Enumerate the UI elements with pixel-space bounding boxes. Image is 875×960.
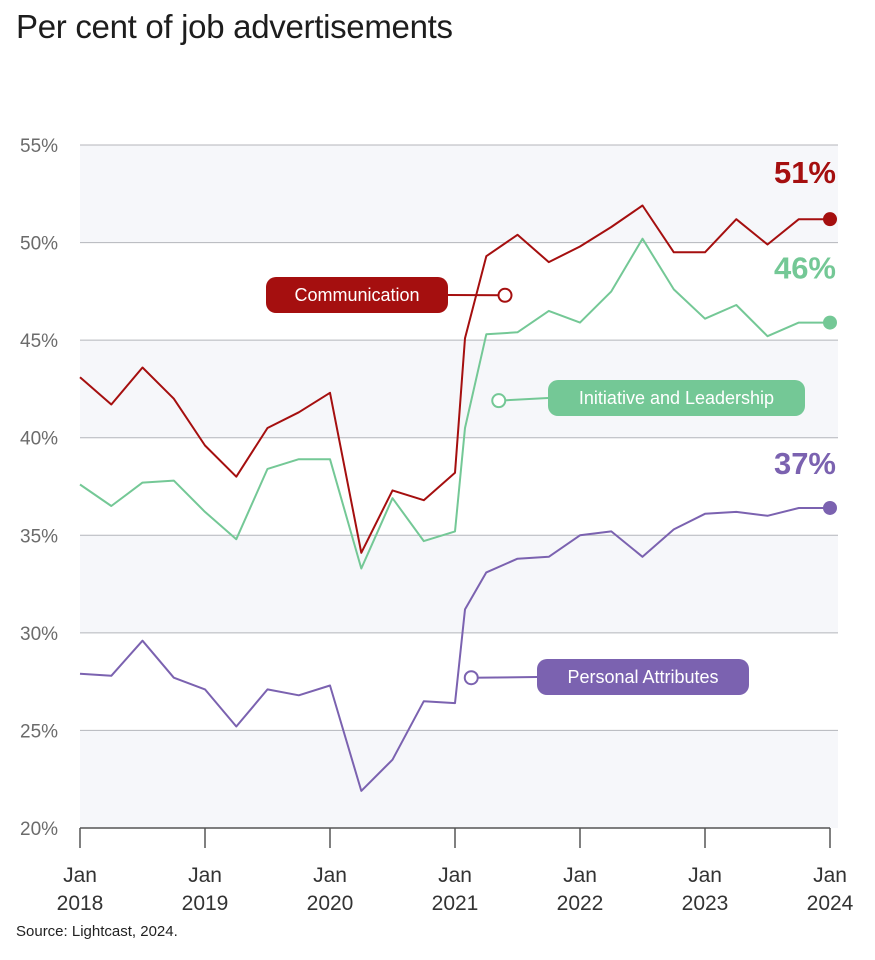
x-tick-year: 2019 — [182, 892, 229, 915]
callout-marker-communication — [497, 287, 513, 303]
y-tick-label: 50% — [20, 234, 58, 255]
series-line-initiative-and-leadership — [79, 237, 830, 570]
y-tick-label: 30% — [20, 624, 58, 645]
series-line-personal-attributes — [79, 507, 830, 792]
x-tick-year: 2020 — [307, 892, 354, 915]
end-point-personal-attributes — [823, 500, 837, 515]
band — [80, 145, 838, 243]
band — [80, 730, 838, 828]
y-tick-label: 45% — [20, 331, 58, 352]
end-labels: 51% 46% 37% — [774, 155, 836, 481]
callout-marker-personal-attributes — [463, 670, 479, 686]
x-axis: Jan 2018 Jan 2019 Jan 2020 Jan 2021 Jan 2022 Jan 20… — [57, 827, 854, 915]
x-tick-year: 2021 — [432, 892, 479, 915]
end-label-personal-attributes: 37% — [774, 446, 836, 481]
x-tick-year: 2022 — [557, 892, 604, 915]
end-label-communication: 51% — [774, 155, 836, 190]
x-tick-month: Jan — [438, 864, 472, 887]
x-tick-month: Jan — [563, 864, 597, 887]
x-tick-month: Jan — [688, 864, 722, 887]
x-tick-year: 2018 — [57, 892, 104, 915]
x-tick-month: Jan — [813, 864, 847, 887]
series-label-initiative-and-leadership: Initiative and Leadership — [579, 388, 774, 408]
y-tick-label: 20% — [20, 819, 58, 840]
callout-pill-personal-attributes — [537, 659, 749, 695]
callout-line-personal-attributes — [471, 676, 538, 679]
end-label-initiative-and-leadership: 46% — [774, 251, 836, 286]
x-tick-year: 2024 — [807, 892, 854, 915]
end-point-communication — [823, 212, 837, 227]
y-axis-ticks: 20% 25% 30% 35% 40% 45% 50% 55% — [20, 136, 58, 840]
series-callouts: Communication Initiative and Leadership Pe… — [266, 277, 805, 695]
x-tick-year: 2023 — [682, 892, 729, 915]
y-tick-label: 35% — [20, 526, 58, 547]
x-tick-month: Jan — [188, 864, 222, 887]
background-bands — [80, 145, 838, 828]
y-tick-label: 40% — [20, 429, 58, 450]
chart-title: Per cent of job advertisements — [16, 8, 453, 45]
y-tick-label: 55% — [20, 136, 58, 157]
series-label-communication: Communication — [294, 285, 419, 305]
series-lines — [79, 204, 837, 792]
y-tick-label: 25% — [20, 721, 58, 742]
series-label-personal-attributes: Personal Attributes — [567, 667, 718, 687]
callout-line-initiative-and-leadership — [498, 397, 549, 402]
series-line-communication — [79, 204, 830, 554]
gridlines — [80, 144, 838, 731]
callout-marker-initiative-and-leadership — [491, 393, 507, 409]
callout-pill-initiative-and-leadership — [548, 380, 805, 416]
x-tick-month: Jan — [313, 864, 347, 887]
band — [80, 535, 838, 633]
source-note: Source: Lightcast, 2024. — [16, 923, 178, 940]
x-tick-month: Jan — [63, 864, 97, 887]
callout-pill-communication — [266, 277, 448, 313]
end-point-initiative-and-leadership — [823, 315, 837, 330]
